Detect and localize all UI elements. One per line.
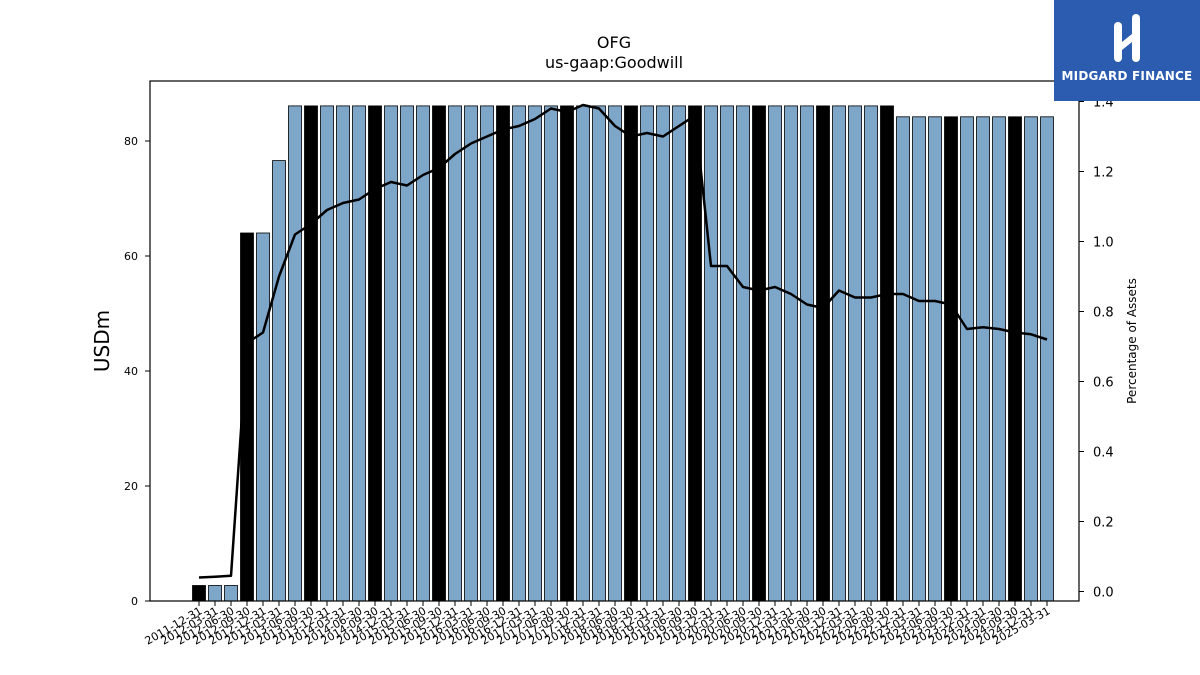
y2-tick-label: 0.6 (1093, 376, 1114, 391)
bar (928, 116, 942, 602)
bar (896, 116, 910, 602)
line-series (198, 103, 1048, 579)
logo-text: MIDGARD FINANCE (1061, 69, 1193, 83)
bar (304, 105, 318, 602)
bar (256, 232, 270, 602)
bar (384, 105, 398, 602)
bar (704, 105, 718, 602)
y-tick-label: 20 (124, 480, 138, 493)
y2-axis: 0.00.20.40.60.81.01.21.4 (1079, 96, 1114, 601)
bar-series (192, 105, 1054, 602)
bar (640, 105, 654, 602)
bar (336, 105, 350, 602)
logo-mark-icon (1114, 14, 1140, 62)
bar (816, 105, 830, 602)
bar (800, 105, 814, 602)
bar (592, 105, 606, 602)
y-tick-label: 80 (124, 135, 138, 148)
bar (480, 105, 494, 602)
y2-tick-label: 0.2 (1093, 516, 1114, 531)
bar (432, 105, 446, 602)
y2-tick-label: 1.0 (1093, 236, 1114, 251)
bar (576, 105, 590, 602)
bar (416, 105, 430, 602)
bar (720, 105, 734, 602)
line-path (198, 103, 1048, 579)
bar (848, 105, 862, 602)
bar (288, 105, 302, 602)
bar (736, 105, 750, 602)
bar (608, 105, 622, 602)
bar (560, 105, 574, 602)
bar (544, 105, 558, 602)
bar (1040, 116, 1054, 602)
bar (960, 116, 974, 602)
bar (912, 116, 926, 602)
bar (368, 105, 382, 602)
chart-subtitle: us-gaap:Goodwill (545, 53, 683, 72)
bar (400, 105, 414, 602)
y2-tick-label: 0.0 (1093, 586, 1114, 601)
bar (1024, 116, 1038, 602)
bar (496, 105, 510, 602)
bar (224, 585, 238, 602)
bar (448, 105, 462, 602)
bar (992, 116, 1006, 602)
y-tick-label: 60 (124, 250, 138, 263)
y-tick-label: 40 (124, 365, 138, 378)
bar (320, 105, 334, 602)
bar (768, 105, 782, 602)
bar (784, 105, 798, 602)
y2-tick-label: 0.8 (1093, 306, 1114, 321)
y-axis-label: USDm (90, 310, 114, 372)
bar (272, 160, 286, 602)
y2-tick-label: 0.4 (1093, 446, 1114, 461)
chart-title: OFG (597, 33, 631, 52)
bar (192, 585, 206, 602)
y-axis: 0 20 40 60 80 (124, 135, 150, 608)
y2-tick-label: 1.2 (1093, 166, 1114, 181)
brand-logo: MIDGARD FINANCE (1054, 0, 1200, 101)
y2-axis-label: Percentage of Assets (1125, 278, 1139, 404)
bar (208, 585, 222, 602)
bar (864, 105, 878, 602)
y-tick-label: 0 (131, 595, 138, 608)
x-axis: 2011-12-312012-03-312012-06-302012-09-30… (143, 601, 1053, 648)
bar (624, 105, 638, 602)
bar (512, 105, 526, 602)
bar (352, 105, 366, 602)
bar (976, 116, 990, 602)
bar (688, 105, 702, 602)
bar (672, 105, 686, 602)
bar (464, 105, 478, 602)
bar (1008, 116, 1022, 602)
bar (880, 105, 894, 602)
bar (944, 116, 958, 602)
bar (656, 105, 670, 602)
bar (832, 105, 846, 602)
bar (752, 105, 766, 602)
bar (528, 105, 542, 602)
